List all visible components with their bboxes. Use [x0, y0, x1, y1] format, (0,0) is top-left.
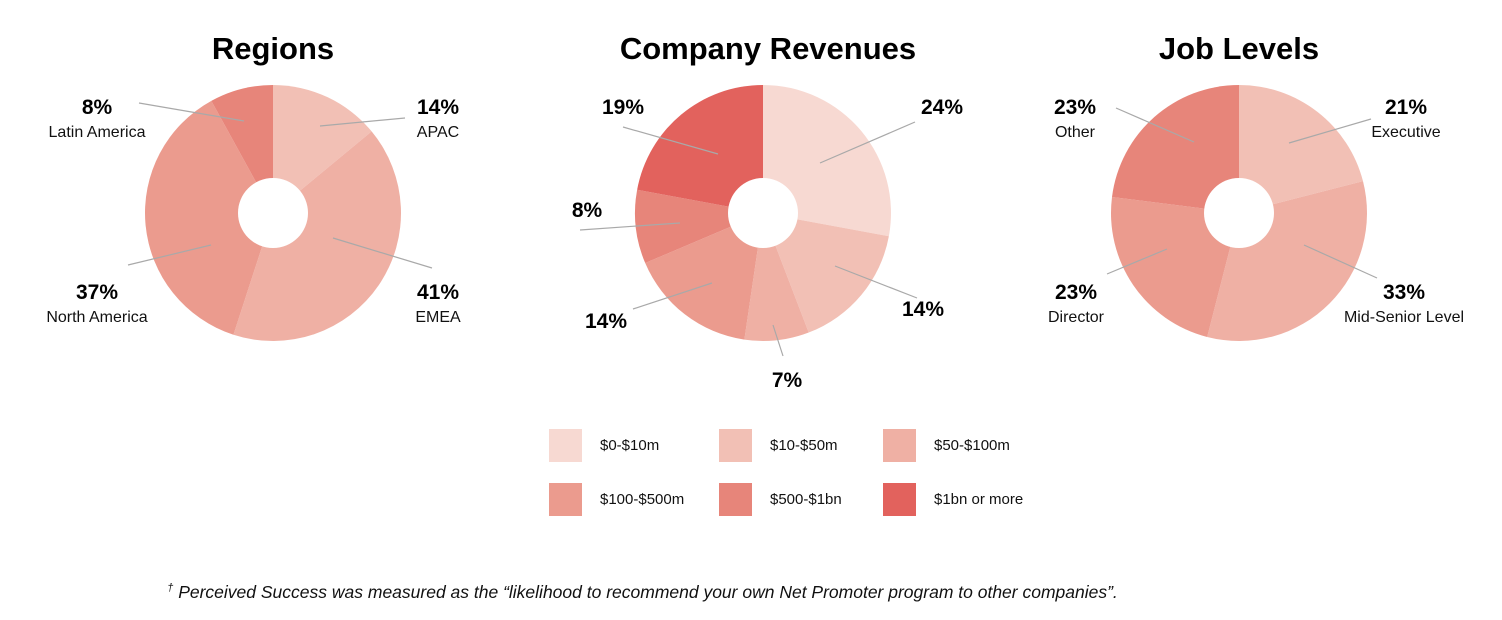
revenue-1bn-plus-percent: 19%: [602, 96, 644, 119]
pie-slice-100-500m: [645, 213, 763, 340]
pie-slice-other: [1112, 85, 1239, 213]
leader-line: [127, 244, 212, 266]
pie-slice-10-50m: [763, 213, 889, 333]
legend-swatch: [883, 428, 916, 462]
latin-america-label: Latin America: [49, 124, 146, 141]
apac-label: APAC: [417, 124, 459, 141]
leader-lines: [127, 102, 1378, 357]
leader-line: [1115, 107, 1195, 143]
footnote-mark: †: [167, 582, 174, 595]
pie-slice-latin-america: [211, 85, 273, 213]
director-label: Director: [1048, 309, 1105, 326]
revenues-legend: $0-$10m $10-$50m $50-$100m $100-$500m $5…: [549, 428, 1069, 528]
leader-line: [319, 117, 406, 127]
mid-senior-label: Mid-Senior Level: [1344, 309, 1464, 326]
leader-line: [772, 324, 784, 357]
leader-line: [332, 237, 433, 269]
legend-item: $100-$500m: [549, 482, 684, 516]
pie-slice-emea: [233, 131, 402, 341]
job-levels-chart-title: Job Levels: [1159, 31, 1319, 66]
legend-swatch: [549, 428, 582, 462]
legend-item: $1bn or more: [883, 482, 1023, 516]
donut-hole: [728, 178, 798, 248]
legend-item: $0-$10m: [549, 428, 659, 462]
leader-line: [579, 222, 681, 231]
legend-swatch: [883, 482, 916, 516]
legend-label: $0-$10m: [600, 436, 660, 454]
legend-item: $10-$50m: [719, 428, 838, 462]
emea-percent: 41%: [417, 281, 459, 304]
donut-hole: [238, 178, 308, 248]
legend-label: $50-$100m: [934, 436, 1010, 454]
legend-label: $1bn or more: [934, 490, 1024, 508]
pie-slice-executive: [1239, 85, 1363, 213]
director-percent: 23%: [1055, 281, 1097, 304]
revenue-0-10m-percent: 24%: [921, 96, 963, 119]
regions-pie: [145, 85, 402, 341]
footnote-text: Perceived Success was measured as the “l…: [178, 582, 1118, 602]
other-label: Other: [1055, 124, 1096, 141]
job-levels-pie: [1111, 85, 1367, 341]
legend-swatch: [719, 428, 752, 462]
mid-senior-percent: 33%: [1383, 281, 1425, 304]
leader-line: [632, 282, 713, 310]
legend-swatch: [719, 482, 752, 516]
leader-line: [834, 265, 918, 299]
revenues-pie: [635, 85, 891, 341]
leader-line: [819, 121, 916, 164]
latin-america-percent: 8%: [82, 96, 113, 119]
charts-canvas: Regions Company Revenues Job Levels 14% …: [46, 31, 1464, 392]
executive-label: Executive: [1371, 124, 1440, 141]
legend-label: $100-$500m: [600, 490, 685, 508]
apac-percent: 14%: [417, 96, 459, 119]
revenue-100-500m-percent: 14%: [585, 310, 627, 333]
footnote: † Perceived Success was measured as the …: [0, 582, 1285, 603]
legend-item: $50-$100m: [883, 428, 1010, 462]
revenue-500m-1bn-percent: 8%: [572, 199, 603, 222]
revenue-50-100m-percent: 7%: [772, 369, 803, 392]
leader-line: [1288, 118, 1372, 144]
revenues-chart-title: Company Revenues: [620, 31, 916, 66]
pie-slice-apac: [273, 85, 372, 213]
leader-line: [1303, 244, 1378, 279]
legend-label: $500-$1bn: [770, 490, 842, 508]
legend-label: $10-$50m: [770, 436, 838, 454]
emea-label: EMEA: [415, 309, 461, 326]
leader-line: [622, 126, 719, 155]
executive-percent: 21%: [1385, 96, 1427, 119]
donut-hole: [1204, 178, 1274, 248]
regions-chart-title: Regions: [212, 31, 334, 66]
legend-swatch: [549, 482, 582, 516]
pie-slice-north-america: [145, 100, 273, 335]
revenue-10-50m-percent: 14%: [902, 298, 944, 321]
pie-slice-director: [1111, 196, 1239, 337]
leader-line: [138, 102, 245, 122]
north-america-label: North America: [46, 309, 147, 326]
north-america-percent: 37%: [76, 281, 118, 304]
other-percent: 23%: [1054, 96, 1096, 119]
leader-line: [1106, 248, 1168, 275]
legend-item: $500-$1bn: [719, 482, 842, 516]
